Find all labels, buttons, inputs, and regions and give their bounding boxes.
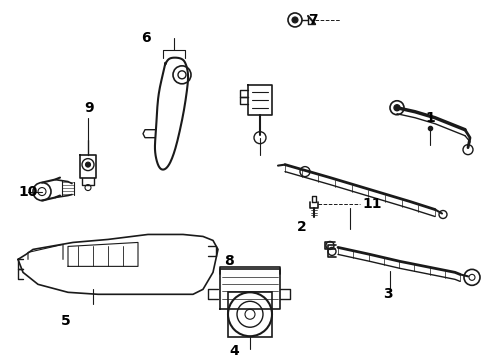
Text: 7: 7 [308, 13, 318, 27]
Text: 8: 8 [224, 255, 234, 269]
Text: 3: 3 [383, 287, 393, 301]
Circle shape [394, 105, 400, 111]
Text: 2: 2 [297, 220, 307, 234]
Bar [228, 292, 272, 337]
Circle shape [292, 17, 298, 23]
Text: 9: 9 [84, 101, 94, 115]
Text: 10: 10 [18, 185, 38, 199]
Text: 5: 5 [61, 314, 71, 328]
Circle shape [85, 162, 91, 167]
Text: 11: 11 [362, 197, 382, 211]
Text: 6: 6 [141, 31, 151, 45]
Text: 1: 1 [425, 111, 435, 125]
Text: 4: 4 [229, 344, 239, 358]
